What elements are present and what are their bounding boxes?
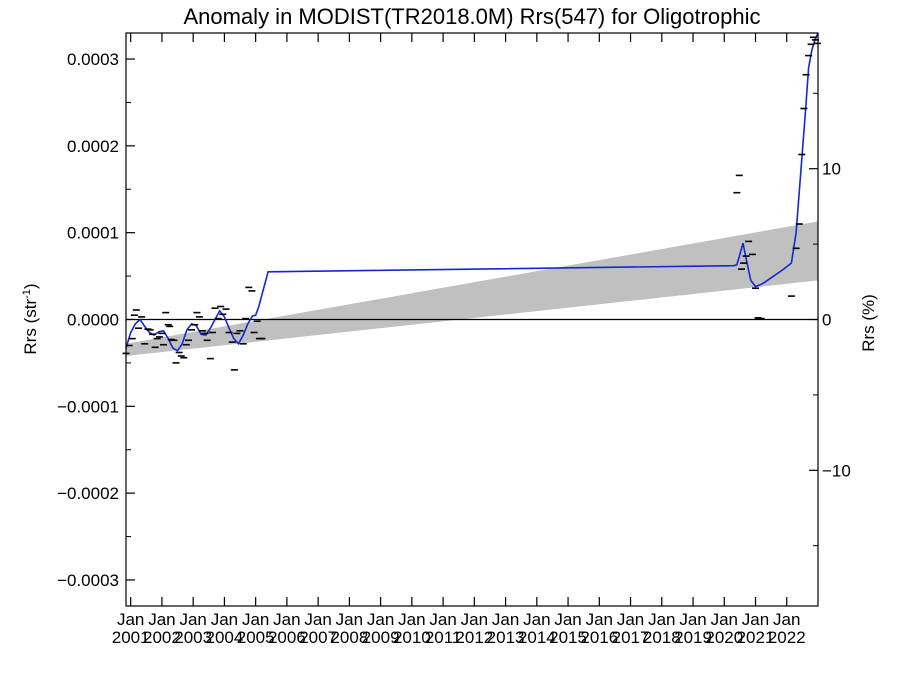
y-axis-label-superscript: -1 <box>21 289 33 299</box>
x-tick-label-year: 2010 <box>393 628 431 647</box>
y-tick-label: −0.0001 <box>57 397 119 416</box>
x-axis: Jan2001Jan2002Jan2003Jan2004Jan2005Jan20… <box>112 33 806 647</box>
right-y-axis: 10 0 −10 <box>809 92 851 547</box>
x-tick-label-year: 2011 <box>425 628 462 647</box>
trend-band <box>126 221 818 356</box>
x-tick-label-year: 2015 <box>549 628 587 647</box>
x-tick-label-month: Jan <box>117 610 144 629</box>
x-tick-label-month: Jan <box>179 610 206 629</box>
y-axis-label-text: Rrs (str <box>21 299 40 355</box>
x-tick-label-year: 2012 <box>455 628 493 647</box>
data-points-layer <box>122 36 821 371</box>
left-y-axis: 0.0003 0.0002 0.0001 0.0000 −0.0001 −0.0002 −0… <box>57 50 135 590</box>
x-tick-label-month: Jan <box>523 610 550 629</box>
y-tick-label: −0.0003 <box>57 571 119 590</box>
x-tick-label-month: Jan <box>742 610 769 629</box>
x-tick-label-year: 2005 <box>237 628 275 647</box>
x-tick-label-year: 2003 <box>174 628 212 647</box>
x-tick-label-month: Jan <box>429 610 456 629</box>
x-tick-label-year: 2007 <box>299 628 337 647</box>
x-tick-label-month: Jan <box>554 610 581 629</box>
x-tick-label-month: Jan <box>336 610 363 629</box>
y-tick-label: 0.0002 <box>67 137 119 156</box>
y-tick-label: 0.0001 <box>67 224 119 243</box>
chart-title: Anomaly in MODIST(TR2018.0M) Rrs(547) fo… <box>183 4 760 29</box>
x-tick-label-month: Jan <box>586 610 613 629</box>
x-tick-label-month: Jan <box>148 610 175 629</box>
x-tick-label-year: 2017 <box>612 628 650 647</box>
y2-tick-label: 0 <box>822 311 831 330</box>
x-tick-label-year: 2022 <box>768 628 806 647</box>
x-tick-label-year: 2006 <box>268 628 306 647</box>
x-tick-label-year: 2013 <box>487 628 525 647</box>
x-tick-label-year: 2016 <box>580 628 618 647</box>
x-tick-label-month: Jan <box>461 610 488 629</box>
y-tick-label: 0.0000 <box>67 311 119 330</box>
y2-tick-label: −10 <box>822 461 851 480</box>
x-tick-label-month: Jan <box>679 610 706 629</box>
x-tick-label-month: Jan <box>242 610 269 629</box>
y-tick-label: −0.0002 <box>57 484 119 503</box>
x-tick-label-year: 2014 <box>518 628 556 647</box>
x-tick-label-year: 2002 <box>143 628 181 647</box>
x-tick-label-year: 2020 <box>705 628 743 647</box>
x-tick-label-month: Jan <box>711 610 738 629</box>
y-axis-label: Rrs (str-1) <box>21 283 40 354</box>
x-tick-label-month: Jan <box>617 610 644 629</box>
x-tick-label-year: 2021 <box>737 628 775 647</box>
x-tick-label-year: 2019 <box>674 628 712 647</box>
x-tick-label-month: Jan <box>211 610 238 629</box>
x-tick-label-year: 2001 <box>112 628 150 647</box>
right-y-axis-label: Rrs (%) <box>859 294 878 352</box>
y-axis-label-close: ) <box>21 283 40 289</box>
y2-tick-label: 10 <box>822 160 841 179</box>
x-tick-label-month: Jan <box>367 610 394 629</box>
x-tick-label-month: Jan <box>492 610 519 629</box>
trend-band-layer <box>126 221 818 356</box>
y-tick-label: 0.0003 <box>67 50 119 69</box>
x-tick-label-year: 2004 <box>205 628 243 647</box>
x-tick-label-year: 2008 <box>330 628 368 647</box>
x-tick-label-month: Jan <box>648 610 675 629</box>
x-tick-label-month: Jan <box>398 610 425 629</box>
x-tick-label-month: Jan <box>773 610 800 629</box>
x-tick-label-year: 2009 <box>362 628 400 647</box>
x-tick-label-year: 2018 <box>643 628 681 647</box>
x-tick-label-month: Jan <box>273 610 300 629</box>
x-tick-label-month: Jan <box>304 610 331 629</box>
